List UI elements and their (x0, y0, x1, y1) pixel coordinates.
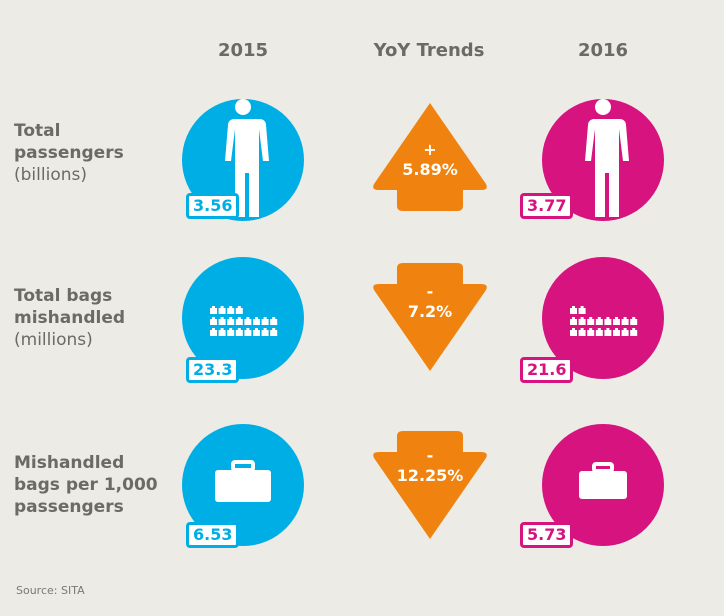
header-yoy-trends: YoY Trends (373, 40, 485, 61)
suitcase-icon (215, 460, 271, 502)
person-icon (225, 99, 269, 217)
bag-icon (235, 317, 243, 325)
row-label-per-1000: Mishandled bags per 1,000 passengers (14, 452, 174, 518)
value-2015-bags: 23.3 (186, 357, 240, 383)
value-2016-bags: 21.6 (520, 357, 574, 383)
bag-icon (621, 317, 629, 325)
bag-icon (621, 328, 629, 336)
bag-icon (604, 328, 612, 336)
bag-icon (218, 306, 226, 314)
bags-grid-icon (570, 303, 640, 341)
label-text: Total bags mishandled (14, 286, 126, 328)
bag-icon (253, 317, 260, 325)
bag-icon (595, 328, 603, 336)
bag-icon (578, 317, 586, 325)
label-text: Total passengers (14, 121, 124, 163)
bag-icon (270, 328, 278, 336)
bag-icon (261, 328, 269, 336)
bag-icon (595, 317, 603, 325)
row-label-bags-mishandled: Total bags mishandled (millions) (14, 285, 164, 351)
unit-text: (billions) (14, 165, 87, 185)
bag-icon (261, 317, 269, 325)
bag-icon (604, 317, 612, 325)
bag-icon (227, 306, 235, 314)
circle-2016-passengers (542, 99, 664, 221)
bag-icon (210, 306, 217, 314)
bag-icon (587, 317, 595, 325)
suitcase-icon (579, 462, 627, 499)
bag-icon (244, 328, 252, 336)
person-icon (585, 99, 629, 217)
bag-icon (578, 328, 586, 336)
bag-icon (570, 317, 577, 325)
trend-sign: + (423, 140, 437, 159)
bag-icon (630, 328, 638, 336)
value-2015-per-1000: 6.53 (186, 522, 240, 548)
trend-value: 5.89% (402, 160, 458, 179)
source-note: Source: SITA (16, 584, 85, 597)
bag-icon (235, 328, 243, 336)
bag-icon (235, 306, 243, 314)
bag-icon (613, 328, 620, 336)
bag-icon (253, 328, 260, 336)
label-text: Mishandled bags per 1,000 passengers (14, 453, 158, 517)
bag-icon (578, 306, 586, 314)
unit-text: (millions) (14, 330, 93, 350)
bag-icon (227, 317, 235, 325)
bag-icon (227, 328, 235, 336)
bag-icon (613, 317, 620, 325)
value-2015-passengers: 3.56 (186, 193, 240, 219)
trend-value: 12.25% (396, 466, 464, 485)
bag-icon (570, 306, 577, 314)
header-2016: 2016 (577, 40, 629, 61)
bag-icon (570, 328, 577, 336)
bag-icon (210, 317, 217, 325)
bag-icon (218, 328, 226, 336)
trend-sign: - (426, 282, 434, 301)
bag-icon (244, 317, 252, 325)
bag-icon (630, 317, 638, 325)
value-2016-passengers: 3.77 (520, 193, 574, 219)
bag-icon (270, 317, 278, 325)
value-2016-per-1000: 5.73 (520, 522, 574, 548)
bags-grid-icon (210, 303, 280, 341)
bag-icon (218, 317, 226, 325)
header-2015: 2015 (217, 40, 269, 61)
trend-arrow-down: -7.2% (371, 262, 489, 374)
trend-arrow-up: +5.89% (371, 100, 489, 212)
bag-icon (587, 328, 595, 336)
trend-value: 7.2% (407, 302, 453, 321)
trend-sign: - (426, 446, 434, 465)
row-label-passengers: Total passengers (billions) (14, 120, 164, 186)
bag-icon (210, 328, 217, 336)
trend-arrow-down: -12.25% (371, 430, 489, 542)
